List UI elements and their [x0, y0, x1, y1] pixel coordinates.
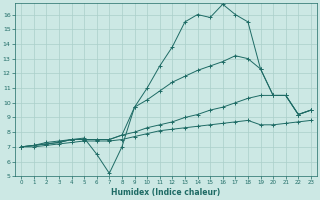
X-axis label: Humidex (Indice chaleur): Humidex (Indice chaleur) [111, 188, 221, 197]
